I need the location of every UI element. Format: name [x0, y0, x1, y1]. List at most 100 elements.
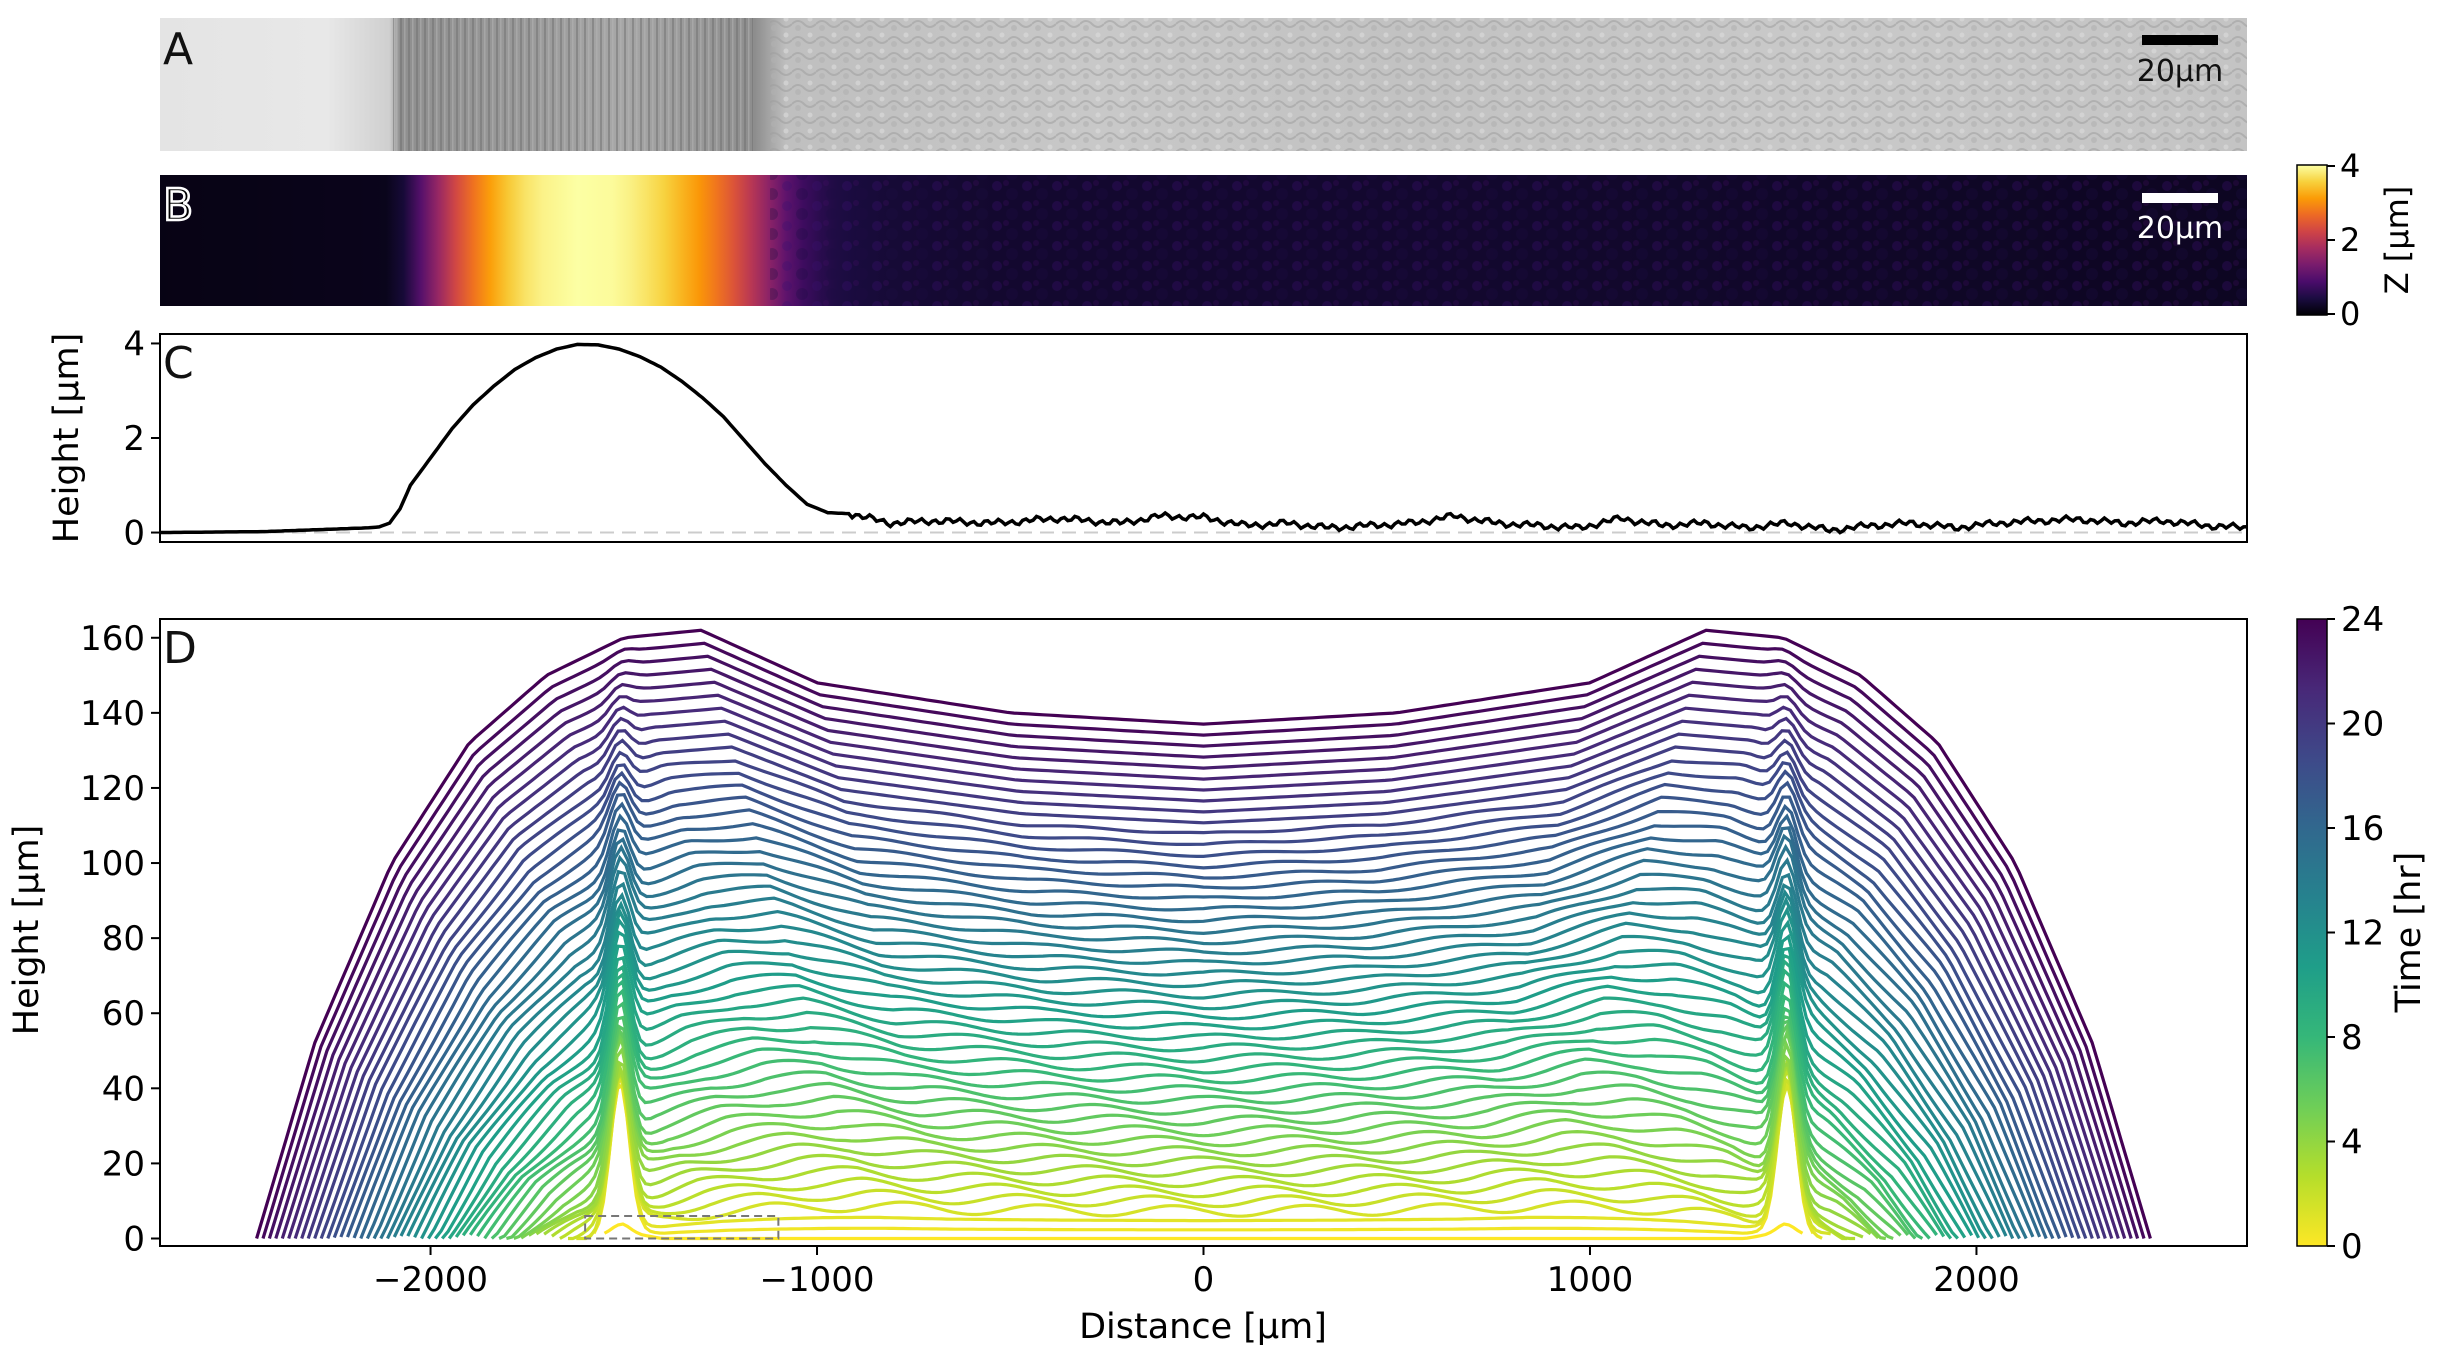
profile-line: [420, 906, 1987, 1240]
profile-line: [568, 1069, 1840, 1241]
time-tick-label: 20: [2341, 705, 2384, 745]
profile-line: [490, 1014, 1917, 1240]
time-colorbar-label: Time [hr]: [2389, 852, 2429, 1014]
x-tick-label-d: 0: [1193, 1260, 1215, 1300]
y-tick-label-d: 120: [80, 769, 145, 809]
plot-frame-c: [159, 333, 2248, 543]
profile-line: [559, 1064, 1848, 1241]
panel-a: A 20μm: [160, 18, 2247, 151]
x-axis-label-d: Distance [μm]: [1079, 1307, 1327, 1347]
scale-bar-b: [2142, 193, 2218, 203]
profile-line: [476, 987, 1931, 1240]
time-tick-label: 0: [2341, 1227, 2363, 1267]
micrograph-grain-texture: [770, 18, 2247, 151]
panel-c: 0 2 4 C Height [μm]: [47, 324, 2248, 554]
profile-line: [535, 1059, 1872, 1236]
x-tick-label-d: −2000: [373, 1260, 488, 1300]
profile-line: [293, 705, 2114, 1239]
profile-line: [592, 1083, 1815, 1235]
profile-line: [346, 793, 2061, 1240]
y-tick-label-d: 60: [102, 994, 145, 1034]
profile-line: [461, 967, 1946, 1238]
profile-line: [372, 833, 2035, 1240]
profile-line: [454, 958, 1953, 1240]
time-tick-label: 24: [2341, 600, 2384, 640]
z-colorbar-tick-label: 0: [2340, 295, 2360, 333]
profile-line: [434, 929, 1974, 1240]
profile-line: [520, 1032, 1887, 1241]
panel-letter-d: D: [163, 623, 197, 674]
z-colorbar: [2296, 164, 2328, 316]
profile-line: [319, 750, 2088, 1240]
panel-letter-b: B: [163, 180, 193, 231]
scale-bar-a: [2142, 35, 2218, 45]
profile-line: [550, 1062, 1856, 1241]
profile-line: [527, 1045, 1880, 1240]
z-colorbar-tick-label: 2: [2340, 221, 2360, 259]
time-tick-label: 16: [2341, 809, 2384, 849]
profile-line: [406, 888, 2001, 1238]
profile-line: [498, 1018, 1910, 1240]
y-axis-c: 0 2 4: [123, 324, 160, 554]
height-map-texture: [770, 175, 2247, 306]
scale-bar-label-b: 20μm: [2137, 211, 2223, 246]
panel-b: B 20μm 0 2 4 Z [μm]: [160, 147, 2416, 333]
profile-line: [267, 654, 2140, 1239]
profile-line: [255, 628, 2152, 1239]
profile-line: [427, 917, 1981, 1240]
profile-line: [413, 896, 1994, 1240]
y-tick-label-d: 0: [123, 1219, 145, 1259]
profile-line: [468, 978, 1938, 1236]
profile-line: [332, 769, 2075, 1239]
panel-letter-a: A: [163, 24, 193, 75]
height-profile-line: [160, 342, 2248, 535]
profile-line: [543, 1057, 1864, 1239]
profile-line: [392, 869, 2015, 1240]
x-tick-label-d: 2000: [1933, 1260, 2020, 1300]
y-tick-label-c: 0: [123, 514, 145, 554]
profile-line: [584, 1082, 1823, 1240]
profile-line: [313, 738, 2094, 1240]
profile-line: [386, 854, 2021, 1240]
profile-lines: [255, 628, 2152, 1241]
profile-line: [505, 1020, 1902, 1241]
x-tick-label-d: −1000: [760, 1260, 875, 1300]
profile-line: [379, 843, 2028, 1240]
y-tick-label-d: 20: [102, 1144, 145, 1184]
y-tick-label-d: 140: [80, 694, 145, 734]
y-tick-label-d: 80: [102, 919, 145, 959]
dashed-inset-box: [584, 1214, 780, 1240]
profile-line: [513, 1027, 1894, 1240]
x-tick-label-d: 1000: [1547, 1260, 1634, 1300]
y-tick-label-d: 160: [80, 619, 145, 659]
profile-line: [326, 761, 2081, 1240]
y-axis-label-d: Height [μm]: [7, 825, 47, 1036]
y-tick-label-c: 2: [123, 419, 145, 459]
time-colorbar: [2296, 618, 2328, 1247]
profile-line: [300, 716, 2107, 1240]
y-tick-label-d: 100: [80, 844, 145, 884]
panel-letter-c: C: [163, 338, 194, 389]
y-tick-label-c: 4: [123, 324, 145, 364]
time-tick-label: 12: [2341, 914, 2384, 954]
profile-line: [339, 780, 2068, 1238]
profile-line: [399, 881, 2008, 1237]
profile-line: [365, 826, 2042, 1240]
scale-bar-label-a: 20μm: [2137, 54, 2223, 89]
profile-line: [440, 944, 1967, 1240]
y-axis-d: 0 20 40 60 80 100 120 140 160: [80, 619, 160, 1259]
profile-line: [274, 667, 2133, 1239]
profile-line: [306, 729, 2101, 1240]
profile-line: [287, 693, 2120, 1239]
profile-line: [261, 641, 2146, 1239]
z-colorbar-label: Z [μm]: [2378, 186, 2416, 295]
z-colorbar-ticks: 0 2 4: [2327, 147, 2360, 333]
profile-line: [359, 813, 2048, 1240]
y-axis-label-c: Height [μm]: [47, 333, 87, 544]
y-tick-label-d: 40: [102, 1069, 145, 1109]
profile-line: [603, 1222, 1804, 1241]
profile-line: [447, 953, 1959, 1240]
z-colorbar-tick-label: 4: [2340, 147, 2360, 185]
